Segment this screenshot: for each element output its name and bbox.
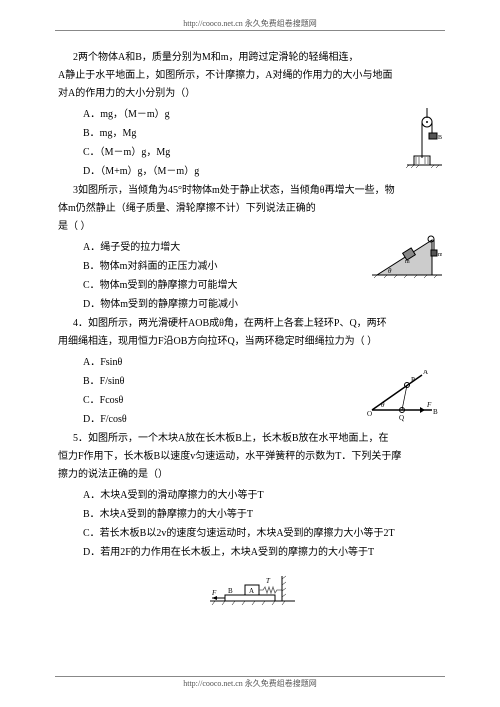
- q5-stem-line3: 擦力的说法正确的是（）: [58, 467, 442, 483]
- q2-option-d: D．（M+m）g，（M－m）g: [83, 164, 442, 180]
- q4-stem-line1: 4．如图所示，两光滑硬杆AOB成θ角，在两杆上各套上轻环P、Q，两环: [58, 316, 442, 332]
- page-footer: http://cooco.net.cn 永久免费组卷搜题网: [0, 678, 500, 689]
- header-url: http://cooco.net.cn 永久免费组卷搜题网: [183, 19, 317, 28]
- q3-figure: m m θ: [372, 230, 442, 286]
- q4-label-b: B: [433, 408, 438, 416]
- q3-label-m: m: [438, 252, 442, 258]
- block-spring-icon: A B T F: [200, 571, 300, 611]
- page-header: http://cooco.net.cn 永久免费组卷搜题网: [0, 18, 500, 29]
- q2-stem-line1: 2两个物体A和B，质量分别为M和m，用跨过定滑轮的轻绳相连，: [58, 50, 442, 66]
- q5-figure: A B T F: [58, 571, 442, 617]
- q3-label-theta: θ: [388, 267, 392, 275]
- q3-label-m2: m: [405, 259, 410, 265]
- q4-label-a: A: [423, 370, 428, 376]
- q5-option-b: B．木块A受到的静摩擦力的大小等于T: [83, 507, 442, 523]
- q2-option-b: B．mg，Mg: [83, 126, 442, 142]
- q5-label-b: B: [228, 587, 233, 595]
- q3-option-d: D．物体m受到的静摩擦力可能减小: [83, 297, 442, 313]
- q4-option-a: A．Fsinθ: [83, 355, 442, 371]
- header-rule: [55, 30, 445, 31]
- q4-label-q: Q: [399, 414, 404, 422]
- q4-stem-line2: 用细绳相连，现用恒力F沿OB方向拉环Q，当两环稳定时细绳拉力为（ ）: [58, 334, 442, 350]
- q4-figure: A P O θ Q F B: [367, 370, 442, 431]
- q4-label-p: P: [411, 376, 415, 384]
- q5-stem-line2: 恒力F作用下，长木板B以速度v匀速运动，水平弹簧秤的示数为T．下列关于摩: [58, 449, 442, 465]
- q2-label-a: A: [420, 159, 425, 165]
- q4-label-theta: θ: [381, 401, 385, 409]
- q3-stem-line2: 体m仍然静止（绳子质量、滑轮摩擦不计）下列说法正确的: [58, 201, 442, 217]
- q5-option-d: D．若用2F的力作用在长木板上，木块A受到的摩擦力的大小等于T: [83, 545, 442, 561]
- footer-url: http://cooco.net.cn 永久免费组卷搜题网: [183, 679, 317, 688]
- q5-option-a: A．木块A受到的滑动摩擦力的大小等于T: [83, 488, 442, 504]
- q5-option-c: C．若长木板B以2v的速度匀速运动时，木块A受到的摩擦力大小等于2T: [83, 526, 442, 542]
- rods-icon: A P O θ Q F B: [367, 370, 442, 425]
- q5-label-t: T: [266, 577, 271, 585]
- q2-option-a: A．mg，（M－m）g: [83, 107, 442, 123]
- q4-label-f: F: [426, 401, 432, 409]
- q2-stem-line2: A静止于水平地面上，如图所示，不计摩擦力，A对绳的作用力的大小与地面: [58, 68, 442, 84]
- q5-label-a: A: [249, 587, 254, 595]
- q2-stem-line3: 对A的作用力的大小分别为（）: [58, 86, 442, 102]
- document-body: 2两个物体A和B，质量分别为M和m，用跨过定滑轮的轻绳相连， A静止于水平地面上…: [58, 50, 442, 657]
- q2-option-c: C．（M－m）g，Mg: [83, 145, 442, 161]
- q5-stem-line1: 5．如图所示，一个木块A放在长木板B上，长木板B放在水平地面上，在: [58, 431, 442, 447]
- footer-rule: [55, 676, 445, 677]
- q2-figure: B A: [392, 108, 442, 174]
- incline-icon: m m θ: [372, 230, 442, 280]
- q2-label-b: B: [438, 135, 442, 141]
- q3-stem-line1: 3如图所示，当倾角为45°时物体m处于静止状态，当倾角θ再增大一些，物: [58, 183, 442, 199]
- q5-label-f: F: [211, 589, 217, 597]
- q4-label-o: O: [367, 410, 372, 418]
- pulley-icon: B A: [392, 108, 442, 168]
